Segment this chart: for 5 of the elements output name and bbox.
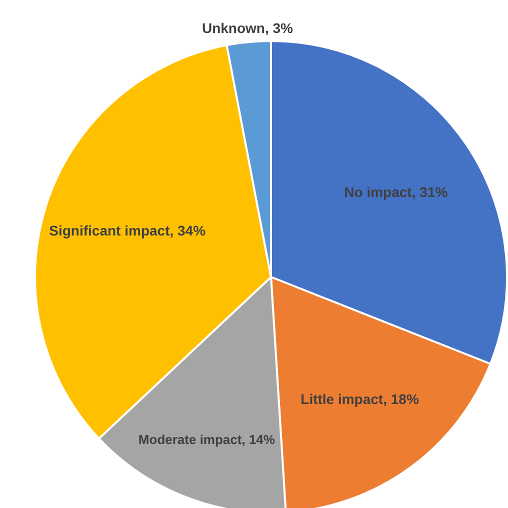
slice-label: Little impact, 18% (300, 391, 420, 408)
slice-label: Moderate impact, 14% (138, 432, 276, 447)
slice-label: Significant impact, 34% (49, 222, 206, 238)
slice-label: Unknown, 3% (202, 20, 294, 36)
slice-label: No impact, 31% (344, 184, 448, 200)
